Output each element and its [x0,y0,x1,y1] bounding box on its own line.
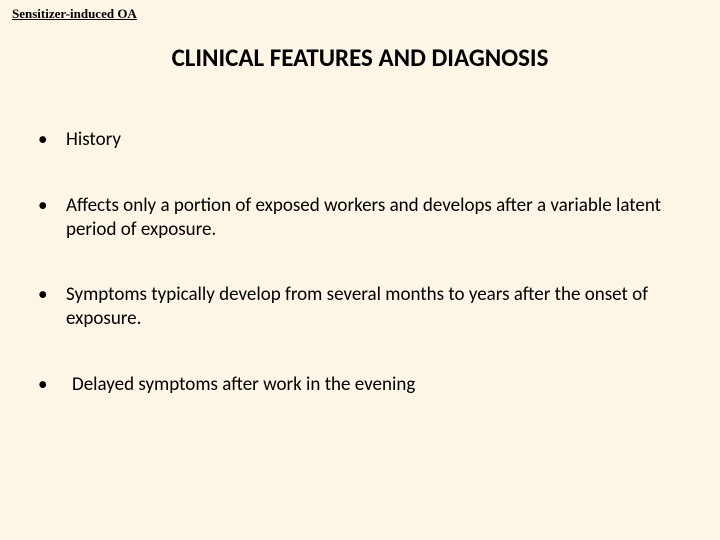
header-label: Sensitizer-induced OA [12,6,137,22]
bullet-marker: • [38,373,66,397]
bullet-text: Affects only a portion of exposed worker… [66,194,682,242]
bullet-marker: • [38,194,66,242]
bullet-item: • Delayed symptoms after work in the eve… [38,373,682,397]
bullet-item: • Affects only a portion of exposed work… [38,194,682,242]
bullet-marker: • [38,128,66,152]
bullet-text: Delayed symptoms after work in the eveni… [66,373,682,397]
slide-title: CLINICAL FEATURES AND DIAGNOSIS [0,42,720,73]
bullet-item: • Symptoms typically develop from severa… [38,283,682,331]
bullet-text: History [66,128,682,152]
bullet-text: Symptoms typically develop from several … [66,283,682,331]
bullet-marker: • [38,283,66,331]
bullet-item: • History [38,128,682,152]
bullet-list: • History • Affects only a portion of ex… [38,128,682,439]
